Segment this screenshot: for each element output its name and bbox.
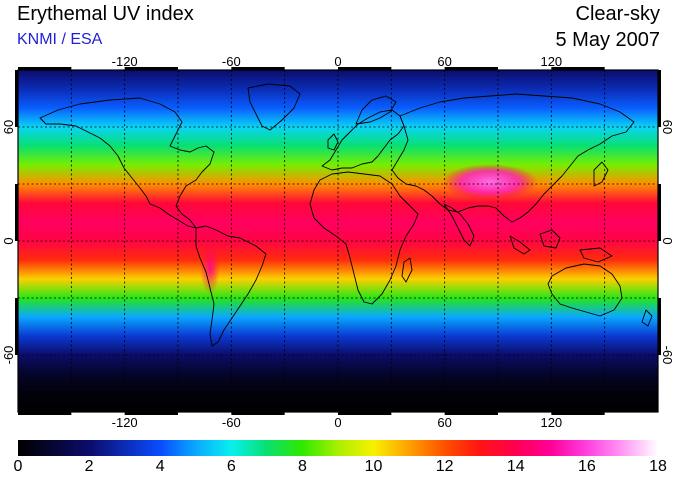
frame-tick-left bbox=[15, 298, 18, 355]
frame-tick-bottom bbox=[124, 412, 178, 415]
lat-labels-right: 60 0 -60 bbox=[660, 120, 675, 365]
colorbar-tick-label: 6 bbox=[226, 458, 236, 475]
colorbar-tick-label: 16 bbox=[577, 458, 596, 475]
lon-labels-top: -120 -60 0 60 120 bbox=[112, 54, 563, 69]
coast-australia bbox=[547, 263, 623, 317]
frame-tick-top bbox=[338, 67, 392, 70]
condition-label: Clear-sky bbox=[575, 3, 660, 25]
frame-tick-right bbox=[658, 70, 661, 127]
provider-label: KNMI / ESA bbox=[17, 31, 103, 48]
lat-labels-left: 60 0 -60 bbox=[1, 120, 16, 365]
lon-label-top: 120 bbox=[540, 54, 562, 69]
lat-label-left: -60 bbox=[1, 346, 16, 365]
frame-tick-top bbox=[231, 67, 285, 70]
colorbar-tick-label: 2 bbox=[84, 458, 94, 475]
frame-tick-left bbox=[15, 184, 18, 241]
title: Erythemal UV index bbox=[17, 3, 194, 25]
lat-label-right: 60 bbox=[660, 120, 675, 134]
coast-south-america bbox=[195, 225, 267, 347]
frame-tick-bottom bbox=[18, 412, 72, 415]
lon-label-bottom: -60 bbox=[222, 415, 241, 430]
coast-india bbox=[443, 203, 475, 247]
frame-tick-top bbox=[444, 67, 498, 70]
colorbar-tick-label: 18 bbox=[649, 458, 667, 475]
lon-label-top: 60 bbox=[437, 54, 451, 69]
colorbar-tick-label: 8 bbox=[297, 458, 307, 475]
lat-label-left: 60 bbox=[1, 120, 16, 134]
lon-label-top: -120 bbox=[112, 54, 138, 69]
colorbar-tick-label: 0 bbox=[13, 458, 23, 475]
lon-label-bottom: 120 bbox=[540, 415, 562, 430]
coast-borneo bbox=[539, 229, 561, 249]
tibet-hotspot bbox=[442, 164, 538, 200]
colorbar-tick-label: 14 bbox=[506, 458, 525, 475]
frame-ticks bbox=[15, 67, 661, 415]
frame-tick-bottom bbox=[338, 412, 392, 415]
lon-label-bottom: 0 bbox=[334, 415, 341, 430]
frame-tick-top bbox=[551, 67, 605, 70]
coast-japan bbox=[593, 161, 609, 187]
lat-label-left: 0 bbox=[1, 237, 16, 244]
frame-tick-bottom bbox=[231, 412, 285, 415]
lon-label-top: -60 bbox=[222, 54, 241, 69]
frame-tick-bottom bbox=[444, 412, 498, 415]
frame-tick-left bbox=[15, 70, 18, 127]
colorbar-tick-label: 4 bbox=[155, 458, 165, 475]
coast-north-america bbox=[39, 97, 215, 229]
frame-tick-right bbox=[658, 184, 661, 241]
frame-tick-right bbox=[658, 298, 661, 355]
colorbar bbox=[18, 440, 658, 456]
coast-uk bbox=[327, 133, 339, 151]
graticule bbox=[18, 70, 658, 412]
colorbar-tick-label: 10 bbox=[364, 458, 383, 475]
lon-labels-bottom: -120 -60 0 60 120 bbox=[112, 415, 563, 430]
lon-label-top: 0 bbox=[334, 54, 341, 69]
lon-label-bottom: -120 bbox=[112, 415, 138, 430]
coast-africa bbox=[309, 171, 419, 305]
lon-label-bottom: 60 bbox=[437, 415, 451, 430]
coast-scandinavia bbox=[355, 95, 397, 125]
coast-new-zealand bbox=[641, 309, 653, 327]
frame-tick-top bbox=[18, 67, 72, 70]
frame-tick-top bbox=[124, 67, 178, 70]
lat-label-right: 0 bbox=[660, 237, 675, 244]
colorbar-tick-label: 12 bbox=[435, 458, 454, 475]
coast-madagascar bbox=[401, 257, 413, 283]
andes-hotspot bbox=[200, 242, 220, 294]
frame-tick-bottom bbox=[551, 412, 605, 415]
coast-greenland bbox=[247, 83, 301, 131]
date-label: 5 May 2007 bbox=[555, 29, 660, 51]
lat-label-right: -60 bbox=[660, 346, 675, 365]
